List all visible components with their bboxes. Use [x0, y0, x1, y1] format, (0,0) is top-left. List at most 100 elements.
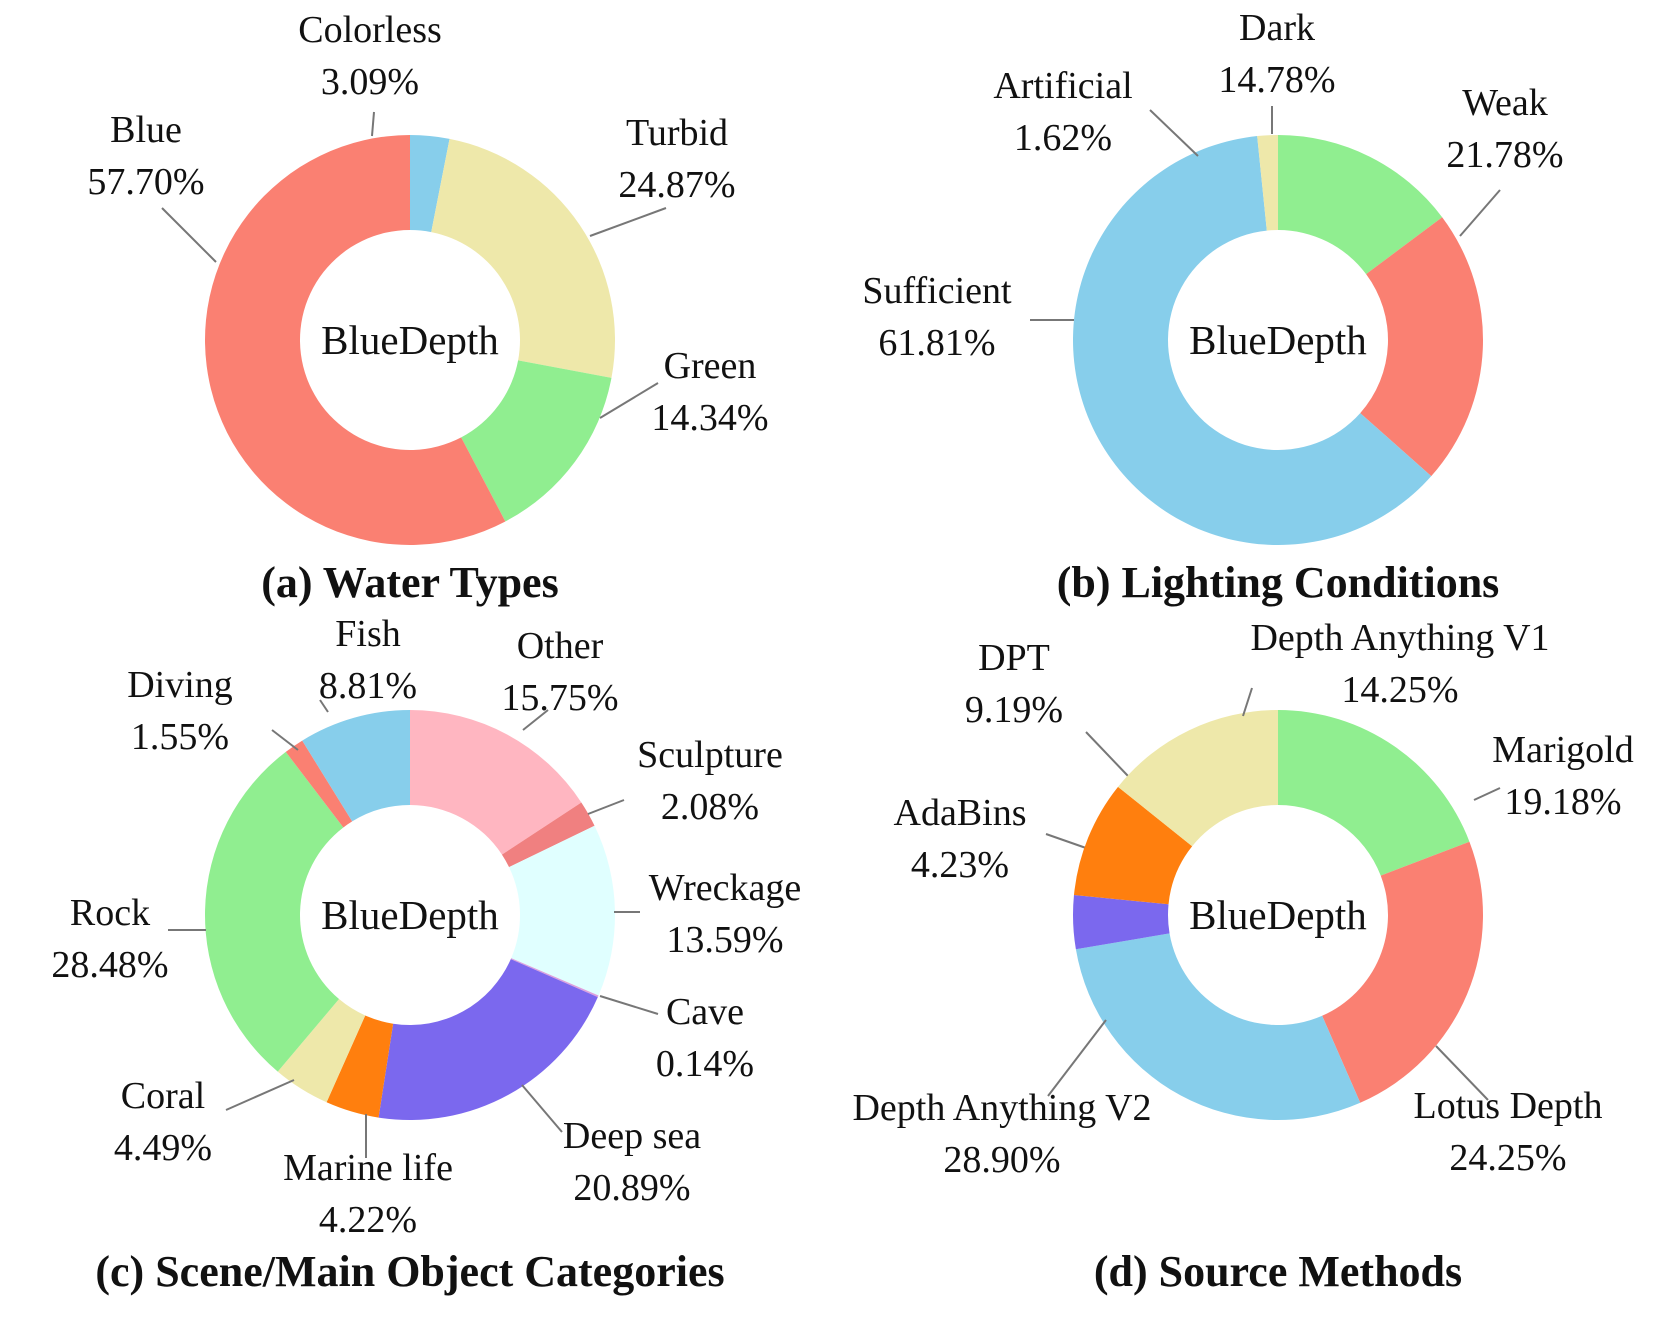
leader-line-colorless	[371, 111, 375, 137]
leader-line-adabins	[1045, 833, 1087, 849]
slice-label-blue: Blue	[110, 109, 182, 151]
leader-line-sculpture	[587, 799, 625, 815]
leader-line-deep-sea	[521, 1084, 563, 1133]
chart-caption: (c) Scene/Main Object Categories	[95, 1247, 724, 1296]
chart-caption: (b) Lighting Conditions	[1057, 558, 1500, 607]
slice-percent-other: 15.75%	[501, 677, 618, 719]
slice-lotus-depth	[1322, 841, 1483, 1103]
leader-line-depth-anything-v2	[1047, 1019, 1107, 1097]
slice-marine-life	[326, 1015, 394, 1118]
slice-percent-sculpture: 2.08%	[661, 786, 759, 828]
slice-rock	[205, 751, 344, 1072]
slice-percent-artificial: 1.62%	[1014, 117, 1112, 159]
slice-weak	[1360, 217, 1483, 477]
slice-label-depth-anything-v2: Depth Anything V2	[852, 1087, 1151, 1129]
slice-label-sculpture: Sculpture	[637, 734, 783, 776]
slice-percent-rock: 28.48%	[51, 944, 168, 986]
leader-line-fish	[319, 699, 329, 713]
slice-label-other: Other	[517, 625, 604, 667]
slice-label-green: Green	[664, 345, 757, 387]
leader-line-weak	[1459, 189, 1501, 237]
leader-line-dpt	[1085, 731, 1129, 777]
leader-line-artificial	[1149, 109, 1199, 157]
leader-line-green	[599, 382, 659, 419]
leader-line-cave	[599, 995, 659, 1015]
slice-label-marigold: Marigold	[1492, 729, 1633, 771]
slice-sculpture	[501, 802, 595, 868]
slice-label-artificial: Artificial	[993, 65, 1132, 107]
slice-percent-colorless: 3.09%	[321, 61, 419, 103]
slice-label-fish: Fish	[335, 613, 400, 655]
slice-coral	[277, 999, 366, 1103]
slice-percent-wreckage: 13.59%	[666, 919, 783, 961]
slice-label-coral: Coral	[121, 1075, 205, 1117]
leader-line-coral	[225, 1079, 295, 1111]
slice-percent-diving: 1.55%	[131, 716, 229, 758]
leader-line-other	[522, 709, 549, 731]
slice-percent-dpt: 9.19%	[965, 689, 1063, 731]
slice-percent-fish: 8.81%	[319, 665, 417, 707]
slice-blue	[204, 135, 506, 545]
slice-colorless	[410, 135, 450, 233]
slice-percent-depth-anything-v1: 14.25%	[1341, 669, 1458, 711]
slice-label-turbid: Turbid	[626, 112, 728, 154]
chart-a-water-types: Colorless 3.09% Turbid 24.87% Green 14.34% Blu…	[87, 9, 768, 607]
slice-percent-sufficient: 61.81%	[878, 322, 995, 364]
slice-dpt	[1073, 786, 1193, 905]
slice-deep-sea	[378, 959, 598, 1120]
chart-caption: (d) Source Methods	[1094, 1247, 1462, 1296]
donut-center-label: BlueDepth	[1189, 317, 1367, 363]
slice-green	[461, 360, 612, 522]
slice-label-lotus-depth: Lotus Depth	[1414, 1085, 1603, 1127]
leader-line-turbid	[589, 207, 667, 237]
chart-caption: (a) Water Types	[261, 558, 558, 607]
slice-percent-coral: 4.49%	[114, 1127, 212, 1169]
slice-label-wreckage: Wreckage	[649, 867, 801, 909]
slice-label-dpt: DPT	[978, 637, 1050, 679]
slice-percent-marigold: 19.18%	[1504, 781, 1621, 823]
slice-adabins	[1073, 894, 1170, 950]
donut-center-label: BlueDepth	[321, 892, 499, 938]
slice-label-marine-life: Marine life	[283, 1147, 453, 1189]
slice-percent-turbid: 24.87%	[618, 164, 735, 206]
slice-percent-adabins: 4.23%	[911, 844, 1009, 886]
slice-artificial	[1257, 135, 1278, 231]
slice-percent-lotus-depth: 24.25%	[1449, 1137, 1566, 1179]
slice-percent-weak: 21.78%	[1446, 134, 1563, 176]
slice-wreckage	[509, 825, 616, 996]
slice-percent-blue: 57.70%	[87, 161, 204, 203]
slice-depth-anything-v2	[1075, 933, 1361, 1121]
leader-line-depth-anything-v1	[1242, 687, 1253, 717]
slice-label-adabins: AdaBins	[894, 792, 1027, 834]
slice-percent-cave: 0.14%	[656, 1043, 754, 1085]
slice-label-weak: Weak	[1462, 82, 1548, 124]
slice-diving	[285, 740, 353, 828]
leader-line-marigold	[1473, 787, 1501, 801]
slice-depth-anything-v1	[1118, 710, 1278, 847]
slice-label-rock: Rock	[70, 892, 150, 934]
donut-center-label: BlueDepth	[321, 317, 499, 363]
slice-label-deep-sea: Deep sea	[563, 1115, 701, 1157]
chart-d-source-methods: Marigold 19.18% Lotus Depth 24.25% Depth Any…	[852, 617, 1633, 1296]
leader-line-blue	[161, 207, 217, 263]
slice-percent-depth-anything-v2: 28.90%	[943, 1139, 1060, 1181]
slice-cave	[510, 958, 599, 998]
slice-percent-dark: 14.78%	[1218, 59, 1335, 101]
donut-center-label: BlueDepth	[1189, 892, 1367, 938]
leader-line-lotus-depth	[1435, 1045, 1489, 1101]
slice-other	[410, 710, 582, 855]
slice-label-depth-anything-v1: Depth Anything V1	[1250, 617, 1549, 659]
slice-percent-green: 14.34%	[651, 397, 768, 439]
slice-turbid	[431, 138, 615, 378]
slice-label-sufficient: Sufficient	[862, 270, 1012, 312]
slice-label-diving: Diving	[127, 664, 233, 706]
slice-label-cave: Cave	[666, 991, 744, 1033]
slice-percent-deep-sea: 20.89%	[573, 1167, 690, 1209]
chart-c-scene-categories: Other 15.75% Sculpture 2.08% Wreckage 13.59% C…	[51, 613, 801, 1296]
chart-b-lighting-conditions: Dark 14.78% Weak 21.78% Sufficient 61.81% Arti…	[862, 7, 1563, 607]
slice-label-colorless: Colorless	[298, 9, 442, 51]
slice-fish	[302, 710, 410, 822]
slice-percent-marine-life: 4.22%	[319, 1199, 417, 1241]
leader-line-diving	[271, 729, 299, 751]
